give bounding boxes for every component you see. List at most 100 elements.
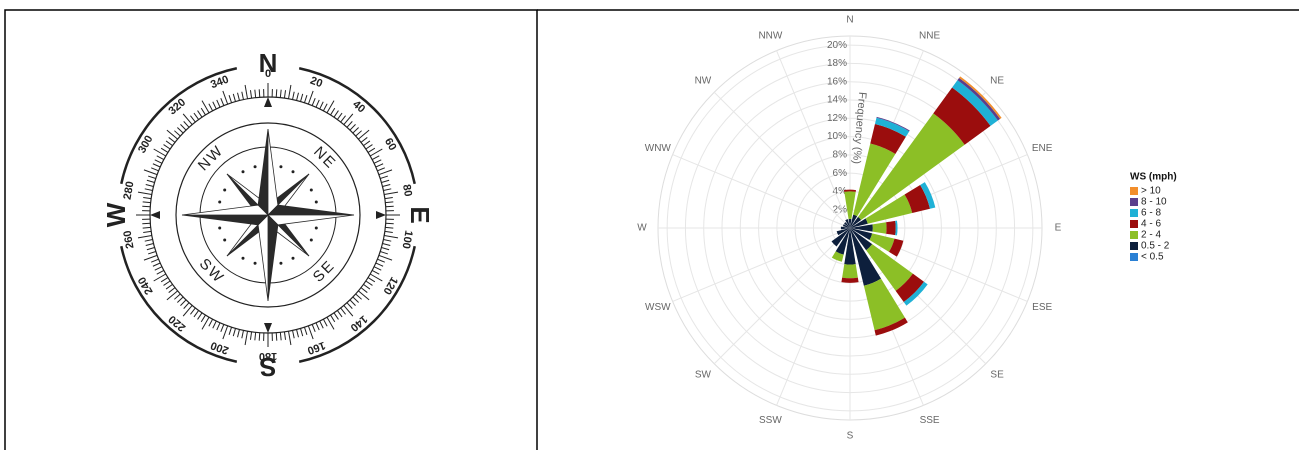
r-tick-label: 14% bbox=[827, 95, 847, 106]
r-tick-label: 20% bbox=[827, 40, 847, 51]
compass-tick bbox=[217, 100, 220, 107]
compass-tick bbox=[368, 278, 375, 282]
compass-tick bbox=[334, 111, 338, 118]
compass-dot bbox=[218, 201, 221, 204]
legend-label: 0.5 - 2 bbox=[1141, 241, 1170, 252]
direction-label: NE bbox=[990, 76, 1004, 87]
compass-tick bbox=[213, 102, 217, 109]
cardinal-label: E bbox=[405, 206, 435, 223]
direction-label: WNW bbox=[645, 143, 672, 154]
compass-tick bbox=[376, 263, 383, 266]
star-point bbox=[268, 205, 354, 215]
cardinal-label: N bbox=[259, 48, 278, 78]
compass-tick bbox=[155, 267, 162, 271]
compass-tick bbox=[380, 176, 388, 178]
legend-swatch bbox=[1130, 209, 1138, 217]
petal-segment bbox=[873, 222, 887, 233]
compass-tick bbox=[151, 168, 158, 171]
compass-tick bbox=[323, 319, 327, 326]
compass-dot bbox=[242, 170, 245, 173]
compass-tick bbox=[383, 189, 391, 191]
compass-tick bbox=[143, 202, 151, 203]
compass-tick bbox=[174, 131, 180, 136]
compass-tick bbox=[385, 227, 393, 228]
compass-tick bbox=[143, 197, 151, 198]
spoke bbox=[673, 228, 850, 301]
compass-tick bbox=[142, 206, 150, 207]
r-tick-label: 18% bbox=[827, 58, 847, 69]
compass-tick bbox=[221, 98, 224, 105]
degree-label: 320 bbox=[166, 96, 188, 117]
intercardinal-label: SW bbox=[196, 255, 228, 287]
direction-label: NNW bbox=[758, 30, 782, 41]
compass-tick bbox=[229, 95, 231, 103]
direction-label: SSW bbox=[759, 415, 782, 426]
compass-tick bbox=[209, 319, 213, 326]
cardinal-pointer bbox=[150, 211, 160, 219]
compass-tick bbox=[353, 297, 359, 303]
compass-tick bbox=[217, 323, 220, 330]
compass-dot bbox=[279, 262, 282, 265]
compass-tick bbox=[194, 310, 199, 316]
legend-title: WS (mph) bbox=[1130, 172, 1177, 183]
compass-tick bbox=[143, 231, 151, 232]
legend-label: > 10 bbox=[1141, 186, 1161, 197]
compass-tick bbox=[320, 321, 324, 328]
direction-label: WSW bbox=[645, 302, 671, 313]
compass-tick bbox=[377, 259, 384, 262]
compass-tick bbox=[157, 270, 164, 274]
compass-tick bbox=[144, 170, 157, 175]
compass-tick bbox=[304, 95, 306, 103]
legend-label: 6 - 8 bbox=[1141, 208, 1161, 219]
compass-tick bbox=[312, 98, 315, 105]
compass-tick bbox=[363, 141, 369, 146]
compass: 0204060801001201401601802002202402602803… bbox=[101, 48, 435, 382]
star-point bbox=[182, 205, 268, 215]
compass-tick bbox=[386, 223, 394, 224]
spoke bbox=[714, 228, 850, 364]
compass-tick bbox=[245, 85, 247, 99]
compass-tick bbox=[180, 124, 186, 130]
compass-tick bbox=[276, 333, 277, 341]
compass-tick bbox=[381, 248, 389, 250]
compass-tick bbox=[374, 160, 381, 164]
compass-tick bbox=[384, 235, 398, 237]
degree-label: 260 bbox=[122, 229, 137, 249]
r-tick-label: 6% bbox=[833, 168, 848, 179]
compass-tick bbox=[301, 94, 303, 102]
compass-tick bbox=[166, 284, 172, 289]
compass-tick bbox=[164, 281, 171, 285]
star-point bbox=[182, 215, 268, 225]
compass-tick bbox=[366, 145, 373, 149]
cardinal-pointer bbox=[264, 97, 272, 107]
compass-tick bbox=[363, 284, 369, 289]
compass-tick bbox=[353, 127, 359, 133]
compass-tick bbox=[223, 91, 228, 104]
legend-label: 2 - 4 bbox=[1141, 230, 1161, 241]
compass-tick bbox=[242, 92, 244, 100]
compass-tick bbox=[174, 294, 180, 299]
compass-tick bbox=[384, 192, 398, 194]
compass-tick bbox=[301, 328, 303, 336]
compass-dot bbox=[254, 165, 257, 168]
intercardinal-label: NE bbox=[310, 143, 340, 173]
compass-tick bbox=[316, 323, 319, 330]
compass-tick bbox=[297, 329, 299, 337]
spoke bbox=[673, 155, 850, 228]
compass-tick bbox=[350, 124, 356, 130]
compass-tick bbox=[184, 303, 189, 309]
legend-swatch bbox=[1130, 220, 1138, 228]
compass-tick bbox=[337, 310, 342, 316]
compass-tick bbox=[250, 90, 251, 98]
compass-tick bbox=[143, 227, 151, 228]
direction-label: ESE bbox=[1032, 302, 1052, 313]
compass-tick bbox=[190, 308, 195, 314]
compass-tick bbox=[334, 313, 338, 320]
compass-tick bbox=[194, 113, 199, 119]
compass-tick bbox=[145, 240, 153, 242]
compass-tick bbox=[347, 121, 352, 127]
compass-tick bbox=[337, 113, 342, 119]
compass-tick bbox=[223, 326, 228, 339]
compass-tick bbox=[331, 108, 335, 115]
star-point bbox=[258, 215, 268, 301]
